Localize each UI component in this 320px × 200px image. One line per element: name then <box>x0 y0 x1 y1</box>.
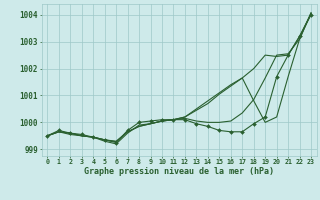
X-axis label: Graphe pression niveau de la mer (hPa): Graphe pression niveau de la mer (hPa) <box>84 167 274 176</box>
